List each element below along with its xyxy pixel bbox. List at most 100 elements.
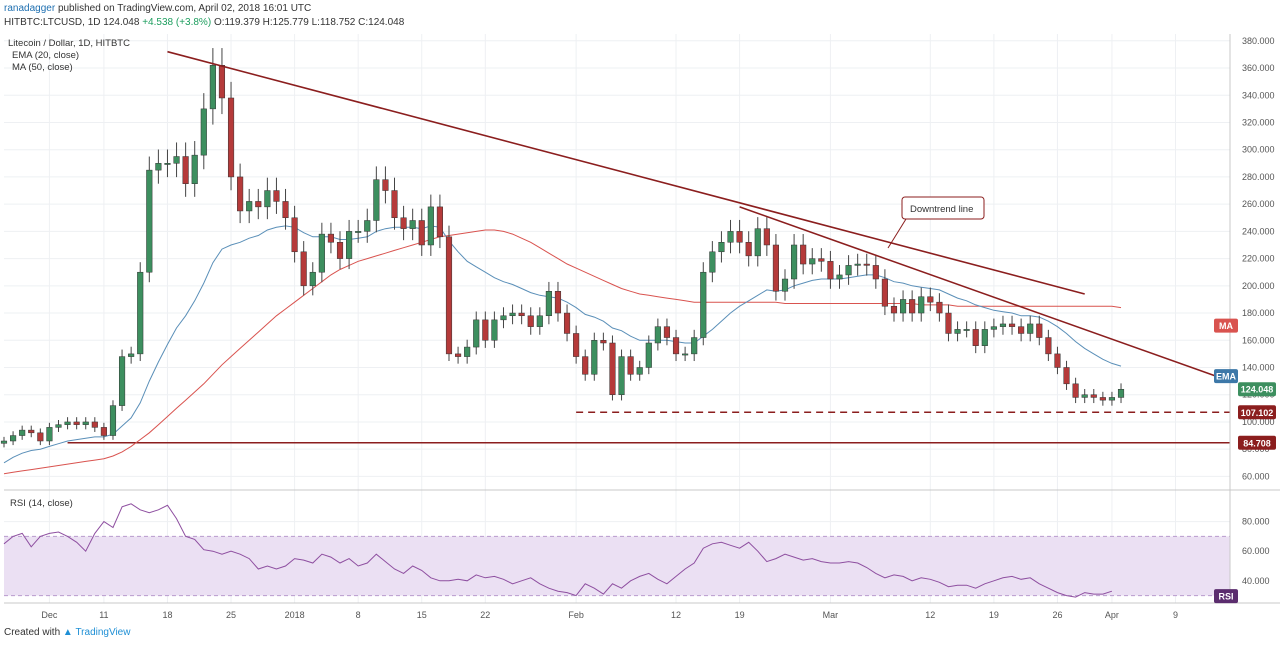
chart-header: ranadagger published on TradingView.com,…: [0, 0, 1280, 30]
candle-body: [10, 435, 17, 442]
candle-body: [527, 315, 534, 327]
candle-body: [237, 176, 244, 212]
candle-body: [246, 201, 253, 212]
rsi-tick-label: 80.000: [1242, 517, 1270, 527]
candle-body: [155, 163, 162, 171]
candle-body: [109, 405, 117, 436]
candle-body: [591, 340, 598, 375]
candle-body: [200, 108, 207, 156]
price-label-box: [1238, 382, 1276, 397]
time-tick-label: 12: [671, 610, 681, 620]
candle-body: [918, 296, 925, 314]
created-with-text: Created with: [4, 627, 61, 638]
candle-body: [264, 190, 271, 208]
price-label-box: [1238, 435, 1276, 450]
candle-body: [691, 337, 698, 355]
candle-body: [182, 156, 189, 184]
candles: [0, 48, 1125, 448]
candle-body: [772, 244, 779, 292]
candle-body: [1090, 394, 1097, 398]
candle-body: [781, 278, 789, 292]
candle-body: [473, 319, 480, 348]
candle-body: [682, 353, 689, 356]
time-tick-label: 25: [226, 610, 236, 620]
candle-body: [654, 326, 661, 344]
author-link[interactable]: ranadagger: [4, 3, 56, 14]
candle-body: [972, 329, 979, 346]
candle-body: [1081, 394, 1088, 398]
candle-body: [455, 353, 462, 357]
candle-body: [436, 206, 443, 238]
rsi-axis-ticks: 80.000 60.000 40.000: [1242, 517, 1270, 586]
candle-body: [672, 337, 680, 355]
indicator-tag-box: [1214, 369, 1238, 384]
time-tick-label: 26: [1052, 610, 1062, 620]
candle-body: [800, 244, 807, 265]
price-tick-label: 60.000: [1242, 471, 1270, 481]
candle-body: [763, 228, 770, 246]
candle-body: [418, 220, 425, 246]
candle-body: [318, 233, 325, 273]
chart-title: Litecoin / Dollar, 1D, HITBTC: [8, 38, 130, 49]
candle-body: [218, 65, 226, 99]
price-label-text: 124.048: [1241, 385, 1274, 395]
candle-body: [545, 291, 552, 317]
annotation-text: Downtrend line: [910, 204, 973, 215]
candle-body: [563, 312, 571, 334]
time-tick-label: Dec: [41, 610, 58, 620]
candle-body: [845, 265, 852, 276]
time-tick-label: 2018: [285, 610, 305, 620]
candle-body: [146, 169, 153, 273]
price-tick-label: 200.000: [1242, 281, 1275, 291]
rsi-tag-text: RSI: [1218, 592, 1233, 602]
rsi-line: [3, 503, 1113, 598]
time-tick-label: Feb: [568, 610, 584, 620]
candle-body: [700, 271, 707, 338]
tradingview-link[interactable]: TradingView: [75, 627, 131, 638]
legend-ema: EMA (20, close): [12, 50, 79, 61]
last-price: 124.048: [103, 17, 140, 28]
candle-body: [791, 244, 798, 280]
candle-body: [300, 251, 307, 287]
candle-body: [1045, 337, 1052, 355]
candle-body: [727, 231, 734, 243]
price-tick-label: 240.000: [1242, 226, 1275, 236]
candle-body: [364, 220, 371, 232]
candle-body: [173, 156, 180, 164]
indicator-tag-box: [1214, 318, 1238, 333]
candle-body: [936, 301, 943, 314]
candle-body: [55, 424, 62, 428]
candle-body: [582, 356, 589, 375]
candle-body: [491, 319, 498, 341]
candle-body: [963, 329, 970, 331]
ma-line: [3, 229, 1122, 475]
candle-body: [355, 231, 362, 233]
rsi-tick-label: 60.000: [1242, 546, 1270, 556]
candle-body: [64, 421, 71, 425]
candle-body: [291, 217, 298, 253]
rsi-title: RSI (14, close): [10, 498, 73, 509]
time-tick-label: Mar: [823, 610, 839, 620]
time-tick-label: 9: [1173, 610, 1178, 620]
price-tick-label: 300.000: [1242, 145, 1275, 155]
annotation-box: [901, 196, 985, 220]
tradingview-logo-icon: ▲: [62, 627, 73, 638]
candle-body: [536, 315, 543, 327]
candle-body: [28, 429, 35, 434]
annotation-pointer: [887, 218, 907, 249]
candle-body: [990, 326, 997, 330]
time-tick-label: 19: [735, 610, 745, 620]
candle-body: [209, 65, 216, 110]
trend-lines: [167, 50, 1231, 382]
price-tick-label: 180.000: [1242, 308, 1275, 318]
candle-body: [981, 329, 988, 346]
candle-body: [255, 201, 262, 208]
price-labels: 124.048 107.102 84.708: [1238, 382, 1276, 450]
candle-body: [945, 312, 952, 334]
candle-body: [336, 242, 344, 259]
ohlc-values: O:119.379 H:125.779 L:118.752 C:124.048: [213, 17, 405, 28]
candle-body: [927, 296, 934, 303]
price-tick-label: 280.000: [1242, 172, 1275, 182]
candle-body: [391, 190, 398, 219]
